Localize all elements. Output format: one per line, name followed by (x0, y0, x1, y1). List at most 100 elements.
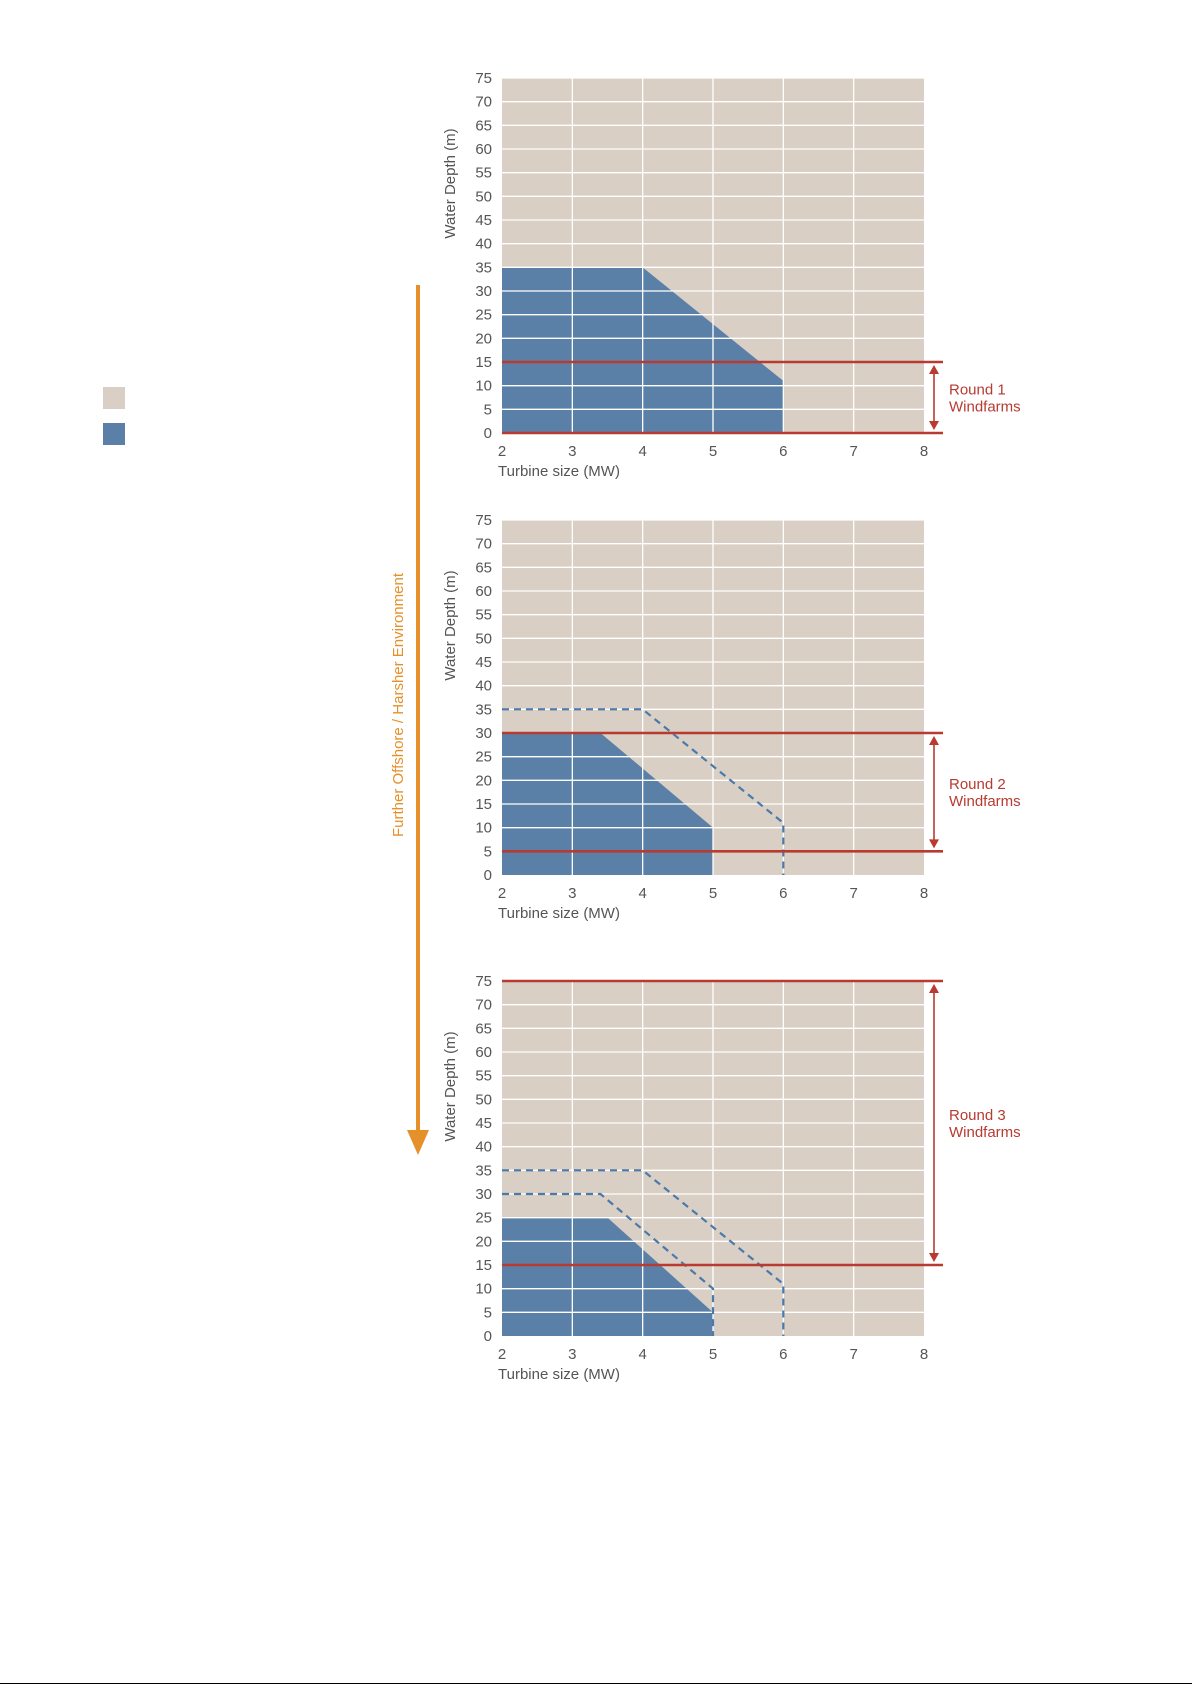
y-tick-label: 10 (475, 1281, 492, 1298)
y-tick-label: 50 (475, 1091, 492, 1108)
x-tick-label: 5 (709, 885, 717, 902)
band-label: Windfarms (949, 793, 1021, 810)
x-tick-label: 2 (498, 885, 506, 902)
y-tick-label: 30 (475, 283, 492, 300)
y-tick-label: 20 (475, 1233, 492, 1250)
y-tick-label: 5 (484, 401, 492, 418)
x-tick-label: 2 (498, 443, 506, 460)
x-tick-label: 5 (709, 1346, 717, 1363)
y-tick-label: 5 (484, 843, 492, 860)
x-tick-label: 7 (849, 443, 857, 460)
x-tick-label: 5 (709, 443, 717, 460)
y-tick-label: 75 (475, 70, 492, 87)
y-tick-label: 10 (475, 820, 492, 837)
offshore-arrow-head (407, 1130, 429, 1155)
y-tick-label: 70 (475, 94, 492, 111)
y-tick-label: 30 (475, 725, 492, 742)
legend (103, 387, 125, 459)
band-label: Round 3 (949, 1107, 1006, 1124)
x-tick-label: 4 (638, 1346, 646, 1363)
band-arrow-head-up (929, 984, 939, 993)
y-tick-label: 65 (475, 559, 492, 576)
page-bottom-rule (0, 1683, 1192, 1684)
y-tick-label: 15 (475, 796, 492, 813)
x-tick-label: 4 (638, 443, 646, 460)
y-tick-label: 5 (484, 1304, 492, 1321)
band-label: Windfarms (949, 1124, 1021, 1141)
y-tick-label: 65 (475, 117, 492, 134)
band-label: Round 1 (949, 382, 1006, 399)
dashed-boundary (502, 708, 785, 875)
y-tick-label: 20 (475, 772, 492, 789)
y-tick-label: 60 (475, 583, 492, 600)
y-tick-label: 15 (475, 1257, 492, 1274)
dashed-boundary (502, 1192, 715, 1336)
y-tick-label: 70 (475, 536, 492, 553)
y-tick-label: 70 (475, 997, 492, 1014)
x-tick-label: 7 (849, 885, 857, 902)
x-tick-label: 4 (638, 885, 646, 902)
y-tick-label: 45 (475, 654, 492, 671)
y-tick-label: 35 (475, 701, 492, 718)
y-tick-label: 10 (475, 378, 492, 395)
band-arrow-head-down (929, 421, 939, 430)
y-tick-label: 50 (475, 630, 492, 647)
offshore-arrow-label: Further Offshore / Harsher Environment (390, 572, 407, 837)
y-tick-label: 35 (475, 1162, 492, 1179)
y-tick-label: 25 (475, 1210, 492, 1227)
y-axis-label: Water Depth (m) (442, 570, 459, 680)
y-tick-label: 55 (475, 1068, 492, 1085)
band-arrow-head-up (929, 736, 939, 745)
y-tick-label: 20 (475, 330, 492, 347)
y-tick-label: 35 (475, 259, 492, 276)
band-arrow-head-up (929, 365, 939, 374)
x-tick-label: 7 (849, 1346, 857, 1363)
x-tick-label: 3 (568, 443, 576, 460)
y-tick-label: 45 (475, 212, 492, 229)
x-tick-label: 2 (498, 1346, 506, 1363)
y-tick-label: 0 (484, 867, 492, 884)
y-tick-label: 75 (475, 973, 492, 990)
x-tick-label: 8 (920, 885, 928, 902)
band-arrow-head-down (929, 839, 939, 849)
band-label: Windfarms (949, 399, 1021, 416)
feasible-region (502, 1217, 713, 1336)
y-tick-label: 40 (475, 236, 492, 253)
x-tick-label: 8 (920, 1346, 928, 1363)
x-axis-label: Turbine size (MW) (498, 905, 620, 922)
y-tick-label: 60 (475, 1044, 492, 1061)
x-tick-label: 6 (779, 885, 787, 902)
y-tick-label: 45 (475, 1115, 492, 1132)
x-tick-label: 6 (779, 1346, 787, 1363)
y-tick-label: 50 (475, 188, 492, 205)
x-tick-label: 8 (920, 443, 928, 460)
y-tick-label: 55 (475, 165, 492, 182)
y-tick-label: 40 (475, 1139, 492, 1156)
y-tick-label: 65 (475, 1020, 492, 1037)
band-label: Round 2 (949, 776, 1006, 793)
y-tick-label: 25 (475, 749, 492, 766)
y-tick-label: 25 (475, 307, 492, 324)
band-arrow-head-down (929, 1253, 939, 1262)
x-tick-label: 6 (779, 443, 787, 460)
x-tick-label: 3 (568, 1346, 576, 1363)
x-axis-label: Turbine size (MW) (498, 463, 620, 480)
x-axis-label: Turbine size (MW) (498, 1366, 620, 1383)
y-tick-label: 55 (475, 607, 492, 624)
y-axis-label: Water Depth (m) (442, 1031, 459, 1141)
legend-swatch-1 (103, 387, 125, 409)
x-tick-label: 3 (568, 885, 576, 902)
legend-swatch-2 (103, 423, 125, 445)
dashed-boundary (502, 1169, 785, 1336)
y-tick-label: 75 (475, 512, 492, 529)
y-tick-label: 0 (484, 1328, 492, 1345)
y-tick-label: 0 (484, 425, 492, 442)
y-tick-label: 30 (475, 1186, 492, 1203)
y-tick-label: 15 (475, 354, 492, 371)
y-tick-label: 60 (475, 141, 492, 158)
